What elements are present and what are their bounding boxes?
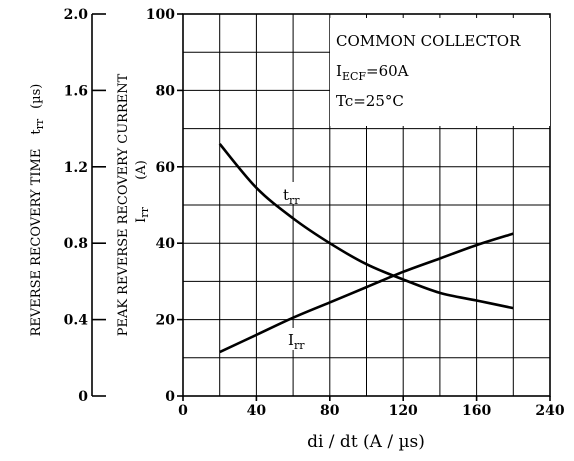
x-axis-tick-label: 80: [320, 403, 340, 419]
irr-label-bg: [285, 328, 313, 350]
left-axis-tick-label: 1.2: [64, 160, 88, 176]
left-axis-tick-label: 1.6: [64, 83, 88, 99]
left-axis-tick-label: 0: [78, 389, 88, 405]
right-axis: 0 20 40 60 80 100: [146, 7, 183, 405]
x-axis-tick-label: 120: [389, 403, 418, 419]
right-axis-tick-label: 60: [156, 160, 176, 176]
irr-curve-label: Irr: [288, 331, 305, 352]
right-axis-tick-label: 80: [156, 83, 176, 99]
left-axis-title: REVERSE RECOVERY TIMEtrr(µs): [29, 84, 46, 337]
series-line-Irr: [219, 232, 514, 354]
left-axis-tick-label: 0.8: [64, 236, 88, 252]
right-axis-title: PEAK REVERSE RECOVERY CURRENT: [116, 73, 131, 336]
right-axis-tick-label: 100: [146, 7, 175, 23]
series: [218, 143, 514, 354]
annotation-iecf: IECF=60A: [336, 62, 409, 83]
trr-label-bg: [280, 182, 312, 204]
plot-frame: [182, 13, 551, 397]
x-axis-tick-label: 40: [247, 403, 267, 419]
right-axis-symbol: Irr: [134, 206, 151, 222]
x-axis-tick-label: 160: [462, 403, 491, 419]
left-axis: 0 0.4 0.8 1.2 1.6 2.0: [64, 7, 106, 405]
trr-curve-label: trr: [283, 186, 300, 207]
right-axis-unit: (A): [134, 160, 149, 180]
left-axis-tick-label: 0.4: [64, 313, 89, 329]
annotation-tc: Tc=25°C: [336, 92, 404, 110]
annotation-common-collector: COMMON COLLECTOR: [336, 32, 521, 50]
x-axis-tick-label: 0: [178, 403, 188, 419]
x-axis-tick-label: 240: [535, 403, 564, 419]
x-axis-title: di / dt (A / µs): [307, 432, 425, 452]
right-axis-tick-label: 20: [156, 313, 176, 329]
right-axis-tick-label: 40: [156, 236, 176, 252]
left-axis-tick-label: 2.0: [64, 7, 89, 23]
annotation-box: [330, 18, 550, 126]
series-line-trr: [218, 143, 514, 310]
x-axis: 0 40 80 120 160 240: [178, 396, 565, 419]
right-axis-tick-label: 0: [165, 389, 175, 405]
plot-border: [182, 13, 551, 397]
